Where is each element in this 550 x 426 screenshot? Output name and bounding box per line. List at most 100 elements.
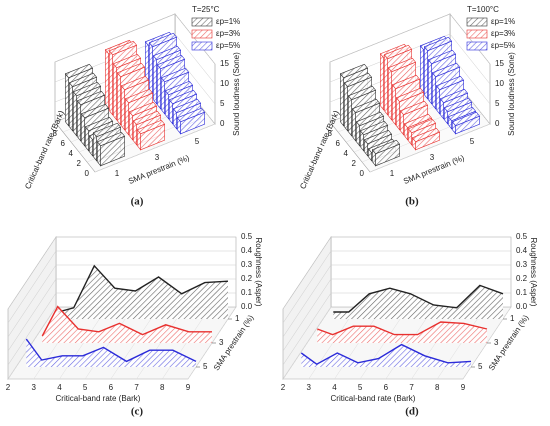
z-tick-label: 5 xyxy=(478,362,483,371)
grid-line xyxy=(282,292,511,366)
bar-side xyxy=(113,62,117,121)
bar-side xyxy=(129,110,133,141)
bar-side xyxy=(392,83,396,126)
bar-side xyxy=(117,71,121,126)
bar-side xyxy=(432,71,436,110)
y-tick-label: 10 xyxy=(220,79,229,88)
y-axis-title: Sound loudness (Sone) xyxy=(232,52,241,136)
y-tick-label: 0.4 xyxy=(516,246,528,255)
grid-line xyxy=(7,306,57,380)
bar-side xyxy=(344,81,348,132)
y-tick-label: 0 xyxy=(220,119,225,128)
x-tick-label: 4 xyxy=(69,149,74,158)
z-tick-label: 3 xyxy=(155,153,160,162)
grid-line xyxy=(282,250,511,324)
z-tick-label: 1 xyxy=(115,169,120,178)
x-tick-label: 0 xyxy=(85,169,90,178)
line xyxy=(25,338,197,363)
bar-side xyxy=(448,115,452,130)
y-axis-title: Roughness (Asper) xyxy=(529,238,538,307)
bar-side xyxy=(81,112,85,147)
x-tick-label: 8 xyxy=(435,383,440,392)
x-axis-title: Critical-band rate (Bark) xyxy=(298,109,341,191)
bar-side xyxy=(400,109,404,136)
legend: T=100°C εp=1% εp=3% εp=5% xyxy=(466,5,515,51)
legend: T=25°C εp=1% εp=3% εp=5% xyxy=(191,5,240,51)
z-tick-label: 1 xyxy=(235,314,240,323)
legend-swatch xyxy=(466,29,488,39)
bar xyxy=(411,127,441,151)
grid-line xyxy=(54,33,216,85)
caption: (d) xyxy=(405,406,419,418)
y-tick-label: 15 xyxy=(495,59,504,68)
y-tick-label: 0.0 xyxy=(516,302,528,311)
y-tick-label: 0.4 xyxy=(241,246,253,255)
y-tick-label: 0.1 xyxy=(516,288,528,297)
area xyxy=(58,265,229,319)
bar-side xyxy=(89,134,93,157)
bar-side xyxy=(372,148,376,167)
y-tick-label: 5 xyxy=(495,99,500,108)
x-tick-label: 8 xyxy=(53,129,58,138)
x-tick-label: 0 xyxy=(360,169,365,178)
x-tick-label: 4 xyxy=(344,149,349,158)
x-tick-label: 2 xyxy=(352,159,357,168)
bar-side xyxy=(69,81,73,132)
y-tick-label: 0.2 xyxy=(241,274,253,283)
legend-title: T=100°C xyxy=(467,5,499,14)
bar-side xyxy=(412,136,416,151)
area xyxy=(301,344,471,367)
bar-side xyxy=(157,63,161,110)
bar-side xyxy=(125,97,129,136)
x-tick-label: 6 xyxy=(61,139,66,148)
line xyxy=(41,305,212,337)
x-tick-label: 8 xyxy=(160,383,165,392)
grid-line xyxy=(7,278,236,352)
x-tick-label: 6 xyxy=(384,383,389,392)
bar-side xyxy=(420,44,424,95)
line xyxy=(333,284,504,313)
area xyxy=(26,339,196,367)
grid-line xyxy=(282,278,511,352)
x-tick-label: 4 xyxy=(57,383,62,392)
area xyxy=(42,306,213,343)
bar-side xyxy=(65,72,69,127)
x-tick-label: 4 xyxy=(332,383,337,392)
z-tick-label: 5 xyxy=(195,137,200,146)
y-tick-label: 0.1 xyxy=(241,288,253,297)
bar-side xyxy=(133,119,137,146)
y-tick-label: 0.2 xyxy=(516,274,528,283)
bar-side xyxy=(408,127,412,146)
z-tick-label: 3 xyxy=(494,338,499,347)
y-axis-title: Sound loudness (Sone) xyxy=(507,52,516,136)
legend-label: εp=3% xyxy=(491,29,515,38)
legend-swatch xyxy=(191,29,213,39)
bar-side xyxy=(73,90,77,137)
y-tick-label: 10 xyxy=(495,79,504,88)
legend-swatch xyxy=(466,41,488,51)
bar-side xyxy=(85,125,89,152)
bar-side xyxy=(340,72,344,127)
x-tick-label: 8 xyxy=(328,129,333,138)
legend-swatch xyxy=(191,17,213,27)
grid-line xyxy=(7,264,236,338)
bar-side xyxy=(137,128,141,151)
legend-swatch xyxy=(466,17,488,27)
grid-line xyxy=(7,250,236,324)
line xyxy=(300,343,472,366)
z-tick-label: 5 xyxy=(203,362,208,371)
bar-side xyxy=(348,94,352,137)
bar-side xyxy=(356,120,360,147)
x-tick-label: 5 xyxy=(358,383,363,392)
y-tick-label: 0.0 xyxy=(241,302,253,311)
x-tick-label: 3 xyxy=(31,383,36,392)
bar xyxy=(96,131,126,167)
bar-side xyxy=(452,120,456,135)
grid-line xyxy=(282,306,332,380)
caption: (a) xyxy=(131,196,144,208)
area xyxy=(317,322,487,343)
bar-side xyxy=(109,49,113,116)
bar-side xyxy=(97,140,101,167)
